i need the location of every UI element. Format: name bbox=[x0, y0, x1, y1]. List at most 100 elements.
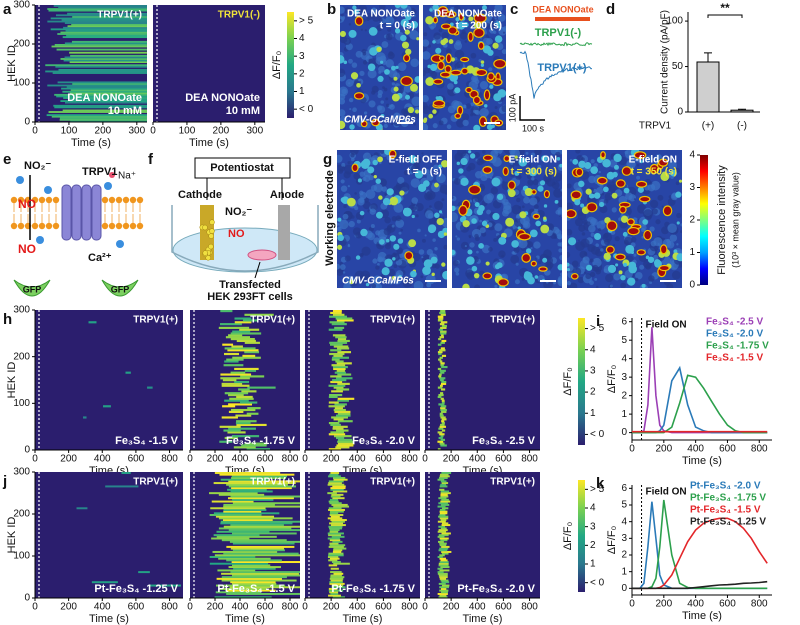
heatmap-streak bbox=[216, 584, 286, 587]
heatmap-streak bbox=[440, 490, 450, 493]
cell bbox=[482, 45, 492, 54]
plot-title: TRPV1(+) bbox=[370, 477, 415, 488]
texture bbox=[354, 206, 359, 211]
heatmap-streak bbox=[440, 423, 445, 427]
y-tick-label: 6 bbox=[621, 316, 627, 327]
heatmap-streak bbox=[337, 420, 353, 423]
heatmap-streak bbox=[329, 529, 340, 532]
plot-title: TRPV1(+) bbox=[133, 477, 178, 488]
texture bbox=[424, 191, 433, 201]
texture bbox=[389, 280, 393, 285]
heatmap-streak bbox=[58, 6, 148, 9]
heatmap-streak bbox=[438, 358, 442, 361]
cell bbox=[557, 264, 562, 271]
plot-title: TRPV1(+) bbox=[133, 315, 178, 326]
series-line bbox=[632, 580, 768, 590]
colorbar-tick-label: 2 bbox=[299, 68, 305, 79]
heatmap-streak bbox=[331, 493, 344, 496]
texture bbox=[357, 198, 365, 206]
cell bbox=[348, 29, 357, 38]
texture bbox=[575, 241, 585, 251]
heatmap-streak bbox=[441, 545, 450, 548]
heatmap-streak bbox=[227, 349, 259, 352]
heatmap-streak bbox=[221, 382, 243, 385]
texture bbox=[457, 77, 460, 80]
plot-note: Pt-Fe₃S₄ -2.0 V bbox=[457, 583, 535, 595]
heatmap-streak bbox=[219, 440, 233, 443]
texture bbox=[348, 58, 353, 64]
plot-note: 10 mM bbox=[226, 105, 260, 117]
trace-label: TRPV1(+) bbox=[537, 62, 587, 74]
texture bbox=[462, 104, 467, 109]
heatmap-streak bbox=[439, 554, 445, 557]
heatmap-streak bbox=[47, 8, 147, 10]
cell bbox=[352, 5, 357, 10]
cell bbox=[431, 272, 435, 277]
colorbar-tick-label: 3 bbox=[590, 521, 596, 532]
electrode-label: Anode bbox=[270, 189, 304, 201]
heatmap-streak bbox=[147, 386, 153, 389]
texture bbox=[557, 242, 562, 247]
heatmap-streak bbox=[218, 557, 271, 560]
scale-label: 100 s bbox=[522, 123, 545, 133]
texture bbox=[340, 179, 345, 184]
x-tick-label: 600 bbox=[375, 602, 392, 613]
heatmap-streak bbox=[59, 117, 148, 120]
electrode-label: Cathode bbox=[178, 189, 222, 201]
heatmap-streak bbox=[222, 405, 236, 408]
y-axis-label: Current density (pA/pF) bbox=[660, 10, 671, 114]
lipid-head bbox=[52, 222, 60, 230]
solution bbox=[172, 227, 318, 273]
heatmap-streak bbox=[55, 14, 148, 17]
texture bbox=[420, 275, 424, 279]
cell bbox=[460, 177, 469, 186]
texture bbox=[434, 247, 438, 251]
texture bbox=[337, 226, 342, 232]
heatmap-streak bbox=[437, 351, 443, 354]
cell bbox=[432, 40, 436, 44]
heatmap-image bbox=[35, 472, 183, 598]
texture bbox=[354, 192, 357, 195]
texture bbox=[533, 241, 541, 249]
cell bbox=[405, 94, 411, 100]
cell bbox=[639, 160, 643, 164]
heatmap-streak bbox=[332, 356, 349, 359]
texture bbox=[649, 199, 659, 209]
cell bbox=[443, 232, 447, 236]
heatmap-streak bbox=[228, 334, 243, 337]
heatmap-streak bbox=[437, 505, 446, 508]
heatmap-streak bbox=[232, 502, 300, 505]
colorbar-tick-label: 4 bbox=[299, 33, 305, 44]
heatmap-streak bbox=[61, 19, 147, 21]
active-cell bbox=[450, 69, 462, 76]
cell bbox=[350, 72, 359, 80]
cell bbox=[394, 28, 401, 34]
texture bbox=[383, 227, 392, 236]
heatmap-streak bbox=[438, 375, 442, 378]
cell bbox=[400, 34, 407, 42]
heatmap-streak bbox=[336, 429, 349, 432]
texture bbox=[486, 209, 491, 215]
heatmap-streak bbox=[329, 321, 345, 324]
panel-label: d bbox=[606, 1, 615, 18]
heatmap-streak bbox=[441, 339, 447, 343]
cell bbox=[614, 164, 619, 170]
lipid-head bbox=[31, 196, 39, 204]
cell bbox=[486, 124, 493, 130]
heatmap-streak bbox=[441, 401, 445, 404]
texture bbox=[559, 214, 562, 218]
texture bbox=[611, 207, 617, 213]
significance: ** bbox=[720, 1, 730, 15]
texture bbox=[594, 277, 598, 281]
y-tick-label: 200 bbox=[13, 509, 30, 520]
plot-note: Pt-Fe₃S₄ -1.75 V bbox=[331, 583, 415, 595]
texture bbox=[504, 225, 507, 229]
texture bbox=[359, 70, 365, 76]
annotation: Field ON bbox=[646, 487, 687, 498]
cell bbox=[395, 65, 399, 70]
heatmap-streak bbox=[440, 566, 450, 569]
lipid-head bbox=[38, 222, 46, 230]
error-bar bbox=[704, 52, 712, 62]
texture bbox=[599, 205, 608, 214]
